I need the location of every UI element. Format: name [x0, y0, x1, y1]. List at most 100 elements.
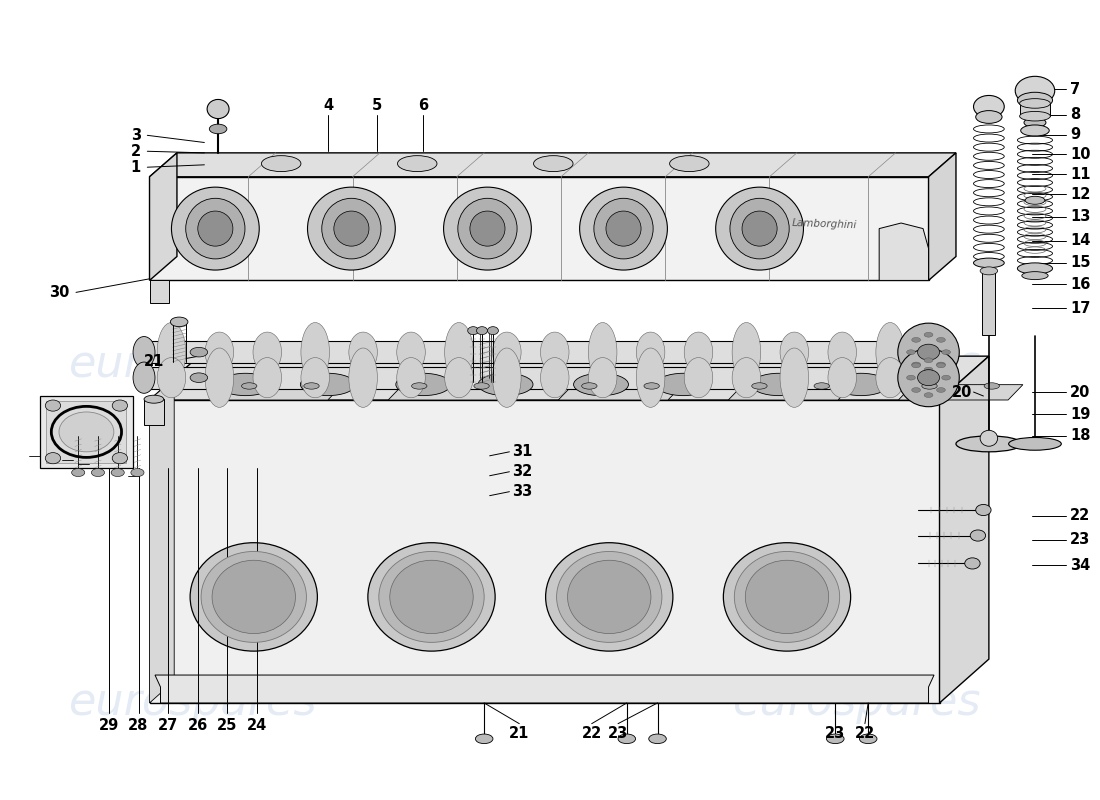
- Ellipse shape: [170, 317, 188, 326]
- Ellipse shape: [588, 322, 617, 382]
- Ellipse shape: [468, 326, 478, 334]
- Ellipse shape: [190, 542, 318, 651]
- Ellipse shape: [730, 198, 789, 259]
- Text: 10: 10: [1070, 147, 1090, 162]
- Bar: [144, 399, 164, 425]
- Text: 21: 21: [509, 726, 529, 741]
- Ellipse shape: [72, 469, 85, 477]
- Bar: [982, 271, 996, 334]
- Polygon shape: [155, 675, 934, 703]
- Polygon shape: [150, 341, 912, 363]
- Text: 22: 22: [582, 726, 602, 741]
- Ellipse shape: [144, 395, 164, 403]
- Ellipse shape: [906, 350, 915, 354]
- Ellipse shape: [301, 358, 330, 398]
- Ellipse shape: [906, 375, 915, 380]
- Text: 31: 31: [512, 444, 532, 459]
- Text: 11: 11: [1070, 167, 1090, 182]
- Ellipse shape: [112, 400, 128, 411]
- Text: 3: 3: [131, 128, 141, 143]
- Ellipse shape: [198, 211, 233, 246]
- Ellipse shape: [724, 542, 850, 651]
- Ellipse shape: [912, 363, 921, 368]
- Ellipse shape: [534, 156, 573, 171]
- Text: 1: 1: [131, 160, 141, 174]
- Ellipse shape: [828, 358, 857, 398]
- Ellipse shape: [157, 358, 186, 398]
- Text: 34: 34: [1070, 558, 1090, 573]
- Ellipse shape: [684, 358, 713, 398]
- Ellipse shape: [205, 348, 233, 407]
- Text: 12: 12: [1070, 187, 1090, 202]
- Ellipse shape: [859, 734, 877, 744]
- Ellipse shape: [733, 322, 761, 382]
- Ellipse shape: [207, 99, 229, 118]
- Text: 18: 18: [1070, 428, 1090, 443]
- Text: 21: 21: [143, 354, 164, 370]
- Ellipse shape: [493, 348, 521, 407]
- Ellipse shape: [475, 734, 493, 744]
- Ellipse shape: [582, 382, 597, 389]
- Text: 22: 22: [855, 726, 875, 741]
- Ellipse shape: [580, 187, 668, 270]
- Text: 32: 32: [512, 464, 531, 479]
- Ellipse shape: [1018, 263, 1053, 274]
- Text: 26: 26: [188, 718, 208, 733]
- Ellipse shape: [594, 198, 653, 259]
- Ellipse shape: [1020, 111, 1050, 121]
- Text: 6: 6: [418, 98, 428, 113]
- Ellipse shape: [751, 382, 767, 389]
- Ellipse shape: [898, 349, 959, 406]
- Text: 28: 28: [129, 718, 149, 733]
- Ellipse shape: [573, 374, 628, 396]
- Text: 24: 24: [246, 718, 267, 733]
- Ellipse shape: [308, 187, 395, 270]
- Ellipse shape: [112, 453, 128, 464]
- Ellipse shape: [209, 124, 227, 134]
- Polygon shape: [939, 356, 989, 703]
- Text: 5: 5: [372, 98, 382, 113]
- Polygon shape: [150, 400, 939, 703]
- Ellipse shape: [780, 348, 808, 407]
- Polygon shape: [150, 153, 177, 281]
- Text: 2: 2: [131, 144, 141, 158]
- Ellipse shape: [349, 348, 377, 407]
- Ellipse shape: [411, 382, 427, 389]
- Text: 13: 13: [1070, 209, 1090, 224]
- Ellipse shape: [1021, 125, 1049, 136]
- Text: eurospares: eurospares: [69, 682, 318, 725]
- Ellipse shape: [751, 374, 806, 396]
- Polygon shape: [150, 366, 912, 389]
- Ellipse shape: [397, 358, 426, 398]
- Ellipse shape: [458, 198, 517, 259]
- Ellipse shape: [172, 187, 260, 270]
- Ellipse shape: [540, 358, 569, 398]
- Polygon shape: [150, 281, 169, 302]
- Ellipse shape: [540, 332, 569, 372]
- Polygon shape: [728, 385, 852, 400]
- Ellipse shape: [636, 332, 664, 372]
- Ellipse shape: [205, 332, 233, 372]
- Polygon shape: [150, 153, 956, 177]
- Ellipse shape: [397, 156, 437, 171]
- Polygon shape: [388, 385, 513, 400]
- Text: 29: 29: [99, 718, 119, 733]
- Ellipse shape: [111, 469, 124, 477]
- Ellipse shape: [557, 551, 662, 642]
- Polygon shape: [150, 378, 174, 703]
- Ellipse shape: [45, 400, 60, 411]
- Ellipse shape: [546, 542, 673, 651]
- Ellipse shape: [1020, 98, 1050, 108]
- Ellipse shape: [618, 734, 636, 744]
- Text: 25: 25: [217, 718, 238, 733]
- Text: 20: 20: [1070, 385, 1090, 399]
- Ellipse shape: [1009, 438, 1062, 450]
- Ellipse shape: [924, 393, 933, 398]
- Ellipse shape: [956, 436, 1022, 452]
- Text: 33: 33: [512, 484, 531, 499]
- Ellipse shape: [936, 362, 945, 367]
- Ellipse shape: [670, 156, 710, 171]
- Ellipse shape: [636, 348, 664, 407]
- Text: 15: 15: [1070, 255, 1090, 270]
- Ellipse shape: [349, 332, 377, 372]
